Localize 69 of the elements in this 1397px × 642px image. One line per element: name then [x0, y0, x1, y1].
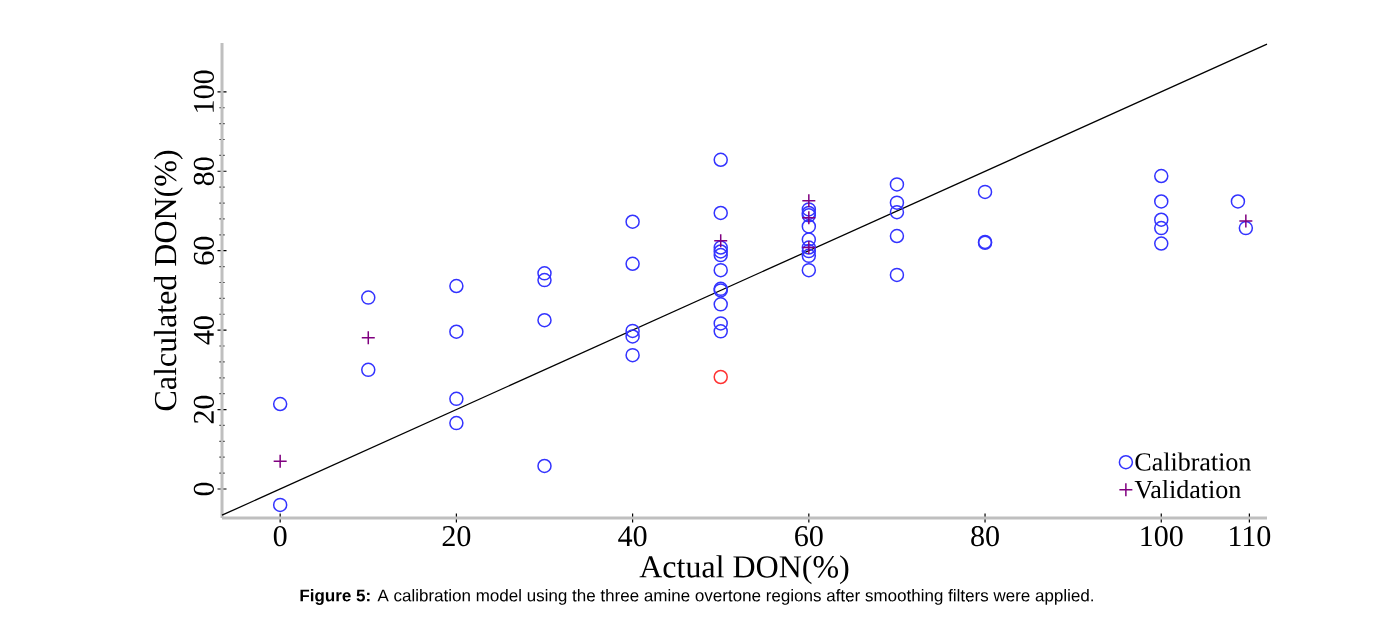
point	[449, 415, 464, 431]
x-tick-label: 80	[971, 526, 999, 547]
legend-label: Calibration	[1135, 452, 1251, 471]
point	[272, 497, 288, 513]
point	[1238, 213, 1254, 229]
point	[625, 323, 640, 339]
point	[801, 202, 817, 217]
point	[713, 262, 728, 278]
x-tick-label: 40	[618, 526, 647, 547]
point	[801, 193, 817, 208]
x-tick-label: 110	[1230, 526, 1271, 547]
point	[449, 324, 464, 339]
point	[801, 248, 817, 264]
y-tick-label: 100	[193, 70, 214, 112]
point	[713, 240, 728, 255]
point	[537, 266, 552, 281]
point	[361, 362, 376, 378]
point	[361, 290, 376, 305]
point	[1230, 194, 1246, 209]
point	[713, 244, 728, 259]
point	[801, 219, 817, 234]
point	[801, 243, 817, 259]
point	[713, 324, 728, 339]
y-tick-label: 80	[193, 157, 214, 186]
point	[1154, 212, 1169, 227]
point	[272, 396, 288, 412]
x-tick-label: 100	[1141, 526, 1183, 547]
y-tick-label: 60	[193, 236, 214, 265]
y-axis-title: Calculated DON(%)	[153, 150, 183, 411]
point	[537, 272, 552, 288]
point	[1154, 194, 1169, 209]
text: Figure 5: A calibration model using the three amine overtone regions after smoothing filters were applied.	[300, 589, 1093, 605]
point	[713, 297, 728, 312]
point	[537, 458, 552, 474]
y-tick-label: 40	[193, 316, 214, 345]
point	[625, 256, 640, 272]
point	[977, 184, 993, 200]
point	[713, 152, 728, 167]
point	[713, 205, 728, 221]
point	[801, 262, 817, 278]
point	[713, 369, 728, 385]
point	[625, 329, 640, 344]
point	[889, 177, 905, 192]
point	[889, 267, 905, 283]
point	[1154, 168, 1169, 184]
point	[537, 312, 552, 328]
point	[449, 278, 464, 294]
point	[625, 347, 640, 363]
point	[889, 195, 905, 210]
point	[361, 330, 376, 345]
point	[625, 214, 640, 229]
point	[1154, 220, 1169, 236]
y-tick-label: 0	[193, 482, 214, 496]
legend-label: Validation	[1134, 480, 1241, 499]
point	[801, 232, 817, 247]
point	[889, 228, 905, 244]
y-tick-label: 20	[193, 395, 214, 424]
point	[713, 247, 728, 263]
point	[1154, 236, 1169, 251]
point	[1238, 220, 1254, 236]
x-tick-label: 60	[795, 526, 823, 547]
x-tick-label: 0	[273, 526, 287, 547]
x-tick-label: 20	[442, 526, 471, 547]
point	[889, 204, 905, 220]
x-axis-title: Actual DON(%)	[639, 555, 849, 585]
point	[713, 316, 728, 331]
point	[449, 391, 464, 407]
point	[272, 453, 288, 469]
point	[713, 233, 728, 249]
